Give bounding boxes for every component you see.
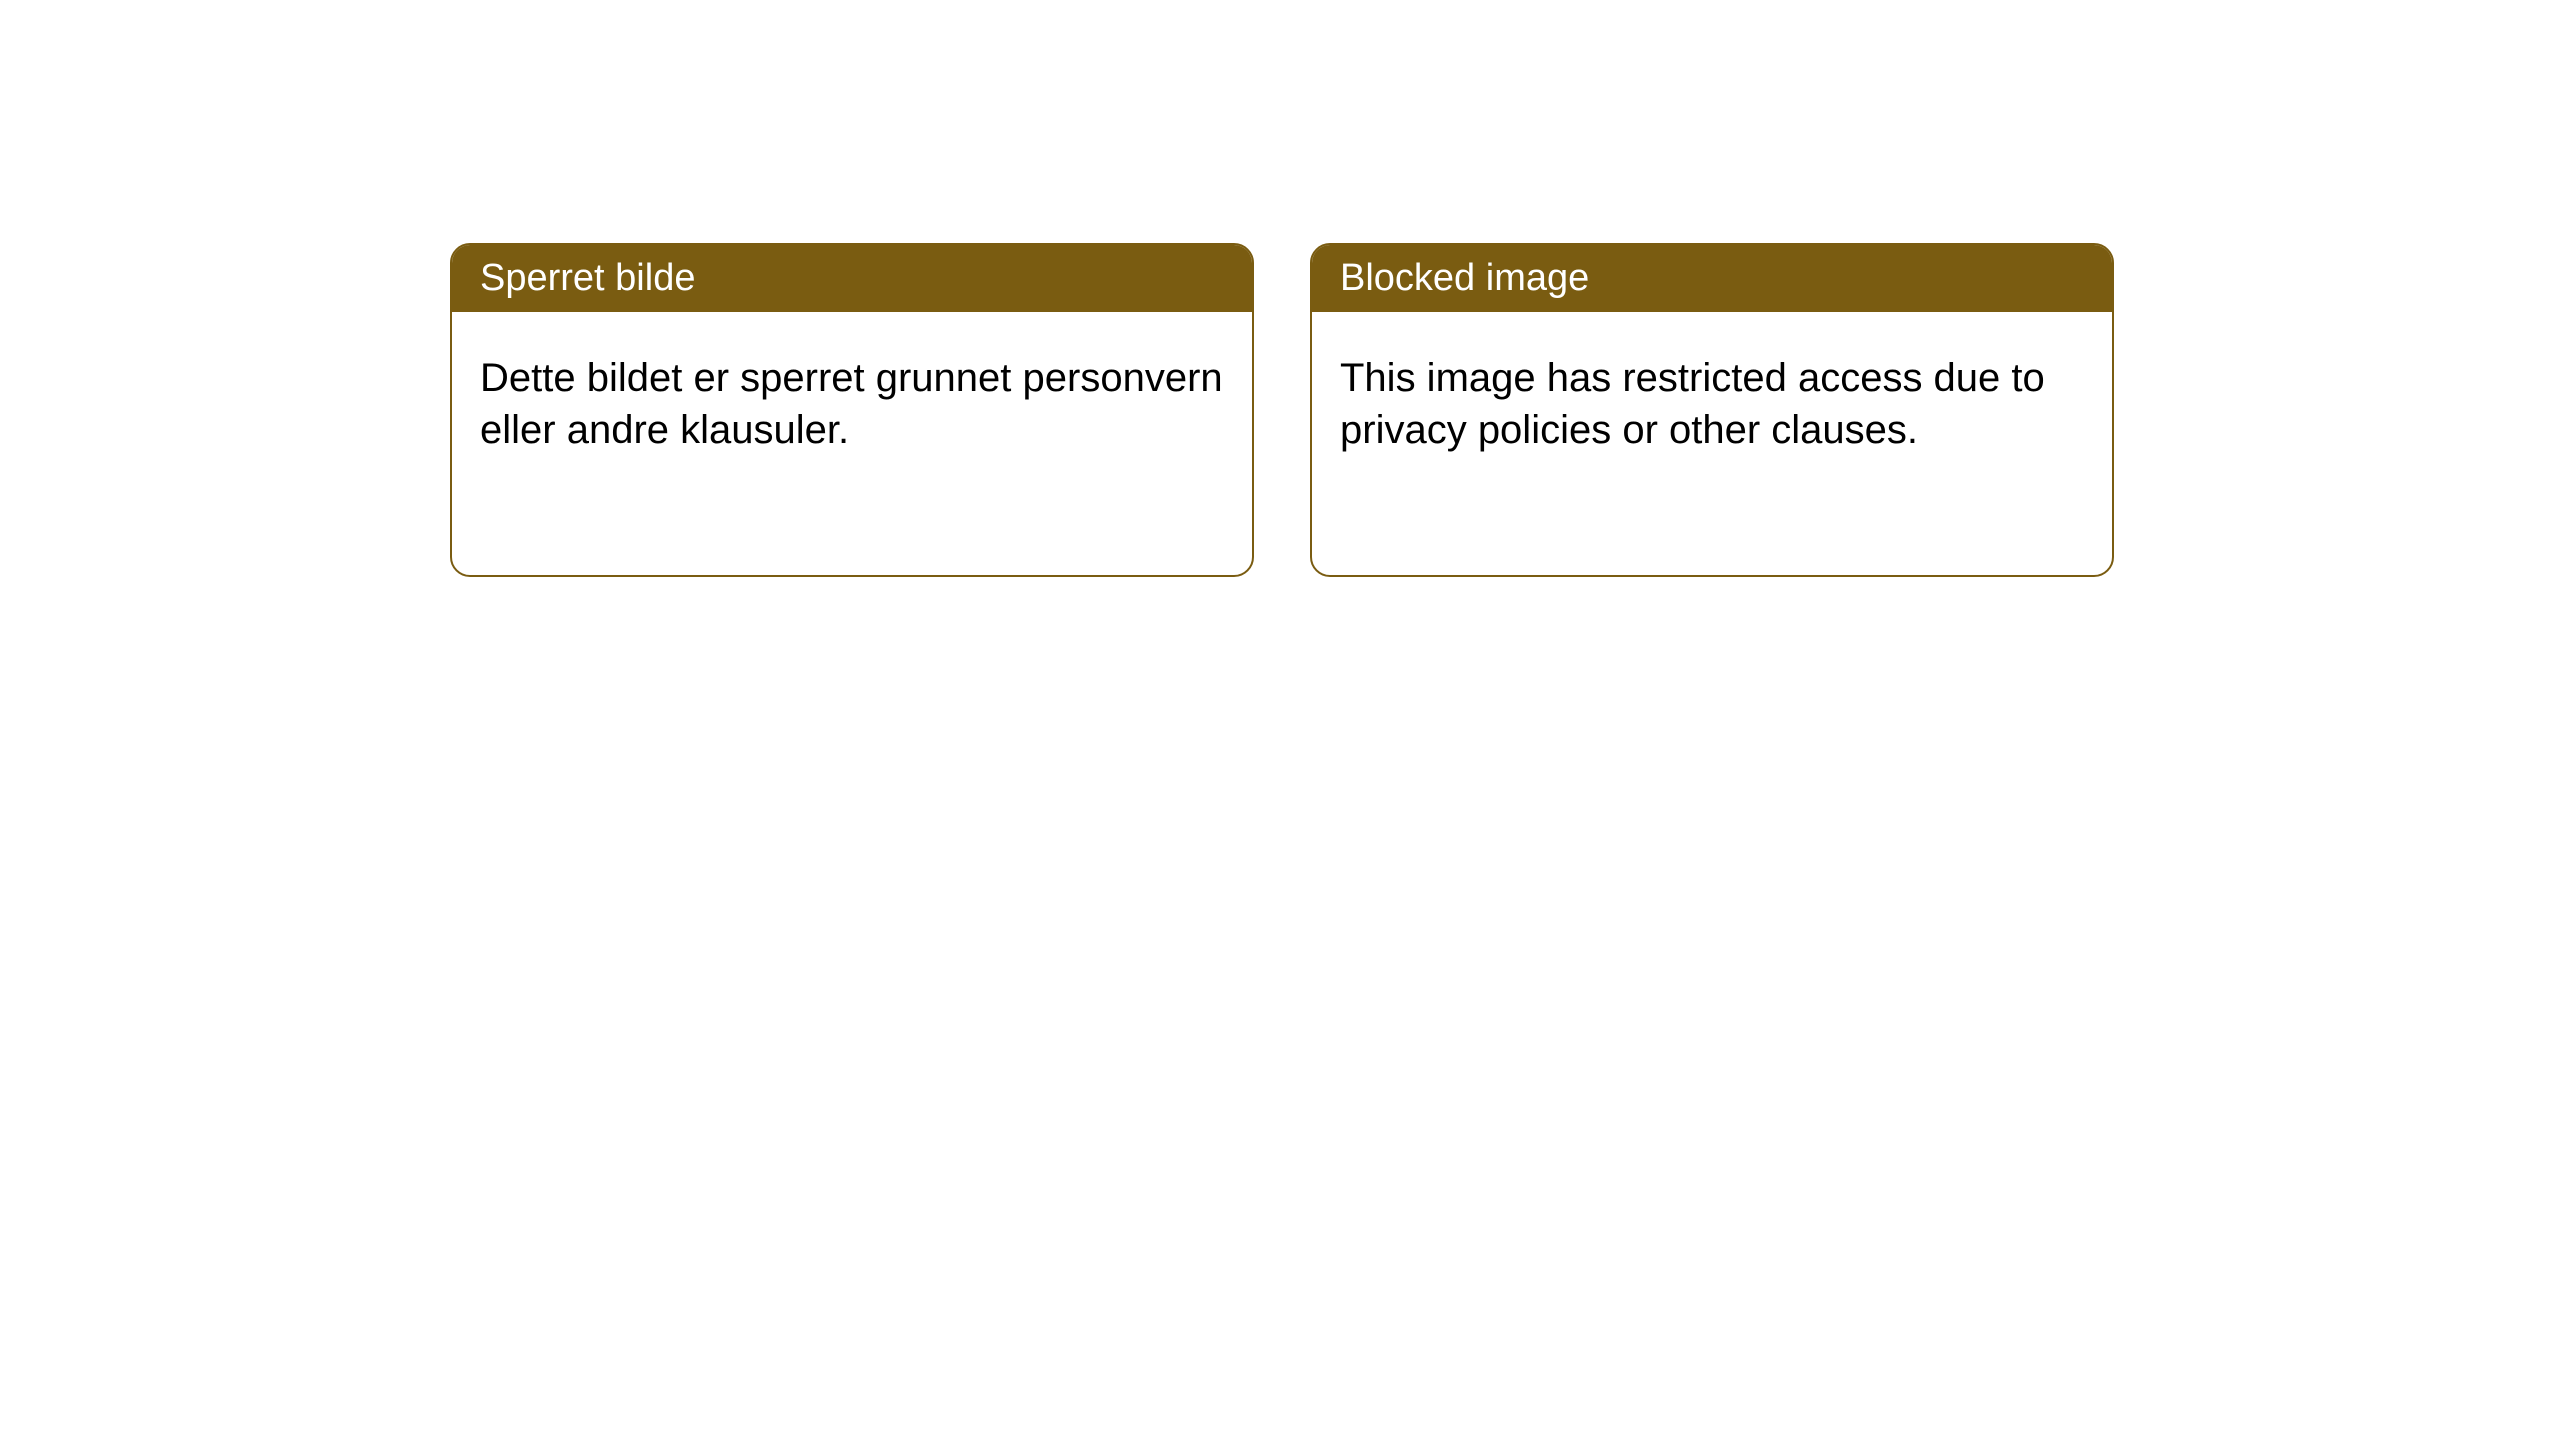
card-body-text: This image has restricted access due to … — [1312, 312, 2112, 496]
card-title: Sperret bilde — [452, 245, 1252, 312]
card-body-text: Dette bildet er sperret grunnet personve… — [452, 312, 1252, 496]
notice-container: Sperret bilde Dette bildet er sperret gr… — [0, 0, 2560, 577]
card-title: Blocked image — [1312, 245, 2112, 312]
notice-card-english: Blocked image This image has restricted … — [1310, 243, 2114, 577]
notice-card-norwegian: Sperret bilde Dette bildet er sperret gr… — [450, 243, 1254, 577]
